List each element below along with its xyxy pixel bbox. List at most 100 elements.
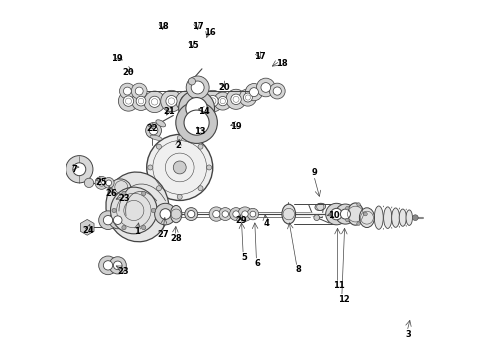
Circle shape	[144, 91, 166, 113]
Text: 4: 4	[264, 219, 270, 228]
Circle shape	[256, 78, 275, 97]
Ellipse shape	[392, 208, 399, 227]
Circle shape	[198, 186, 203, 191]
Circle shape	[198, 144, 203, 149]
Circle shape	[98, 180, 105, 186]
Text: 18: 18	[157, 22, 169, 31]
Text: 19: 19	[111, 54, 122, 63]
Ellipse shape	[399, 209, 406, 226]
Circle shape	[244, 93, 252, 102]
Text: 3: 3	[405, 330, 411, 339]
Text: 9: 9	[312, 168, 318, 177]
Circle shape	[186, 98, 207, 119]
Circle shape	[218, 96, 227, 106]
Text: 8: 8	[295, 265, 301, 274]
Circle shape	[131, 83, 147, 99]
Circle shape	[364, 212, 368, 216]
Text: 2: 2	[176, 141, 182, 150]
Circle shape	[132, 92, 150, 111]
Ellipse shape	[347, 203, 364, 225]
Circle shape	[113, 216, 122, 225]
Circle shape	[187, 90, 210, 113]
Ellipse shape	[106, 172, 169, 242]
Circle shape	[185, 208, 197, 221]
Text: 20: 20	[219, 83, 230, 92]
Circle shape	[238, 207, 252, 221]
Circle shape	[331, 208, 342, 220]
Text: 7: 7	[72, 165, 77, 174]
Circle shape	[357, 203, 360, 206]
Circle shape	[160, 209, 171, 220]
Circle shape	[181, 96, 191, 106]
Circle shape	[109, 257, 126, 274]
Circle shape	[188, 211, 195, 218]
Ellipse shape	[171, 206, 182, 223]
Circle shape	[161, 90, 182, 112]
Text: 5: 5	[242, 253, 247, 262]
Circle shape	[122, 191, 126, 195]
Circle shape	[186, 76, 209, 99]
Circle shape	[188, 78, 196, 85]
Circle shape	[73, 163, 86, 176]
Circle shape	[106, 180, 112, 186]
Circle shape	[176, 91, 196, 111]
Circle shape	[226, 89, 246, 109]
Text: 20: 20	[122, 68, 134, 77]
Circle shape	[207, 165, 212, 170]
Circle shape	[191, 81, 204, 94]
Circle shape	[142, 225, 146, 230]
Circle shape	[155, 203, 176, 225]
Text: 27: 27	[157, 230, 169, 239]
Circle shape	[120, 83, 135, 99]
Circle shape	[66, 156, 93, 183]
Circle shape	[95, 176, 108, 189]
Text: 16: 16	[204, 28, 216, 37]
Ellipse shape	[315, 203, 326, 211]
Text: 17: 17	[192, 22, 203, 31]
Ellipse shape	[384, 207, 392, 228]
Ellipse shape	[150, 135, 162, 140]
Text: 15: 15	[187, 41, 199, 50]
Circle shape	[345, 206, 349, 210]
Circle shape	[147, 134, 213, 201]
Circle shape	[242, 211, 248, 217]
Text: 25: 25	[95, 178, 107, 187]
Text: 19: 19	[230, 122, 242, 131]
Ellipse shape	[156, 120, 166, 127]
Text: 23: 23	[117, 267, 129, 276]
Circle shape	[249, 88, 258, 96]
Circle shape	[314, 215, 319, 221]
Circle shape	[209, 207, 223, 221]
Circle shape	[177, 135, 182, 140]
Circle shape	[177, 194, 182, 199]
Circle shape	[230, 208, 243, 221]
Circle shape	[119, 91, 139, 111]
Ellipse shape	[406, 210, 413, 225]
Circle shape	[357, 222, 360, 225]
Circle shape	[222, 211, 228, 217]
Circle shape	[112, 208, 116, 213]
Circle shape	[103, 261, 113, 270]
Circle shape	[151, 208, 156, 213]
Text: 26: 26	[106, 189, 118, 198]
Circle shape	[113, 261, 122, 270]
Circle shape	[335, 204, 355, 224]
Circle shape	[213, 211, 220, 218]
Circle shape	[250, 211, 256, 217]
Circle shape	[341, 209, 350, 219]
Text: 6: 6	[255, 259, 261, 268]
Circle shape	[146, 123, 161, 138]
Circle shape	[239, 89, 256, 106]
Text: 18: 18	[276, 59, 288, 68]
Circle shape	[135, 87, 143, 95]
Circle shape	[111, 187, 157, 234]
Circle shape	[122, 225, 126, 230]
Text: 22: 22	[146, 123, 158, 132]
Circle shape	[184, 110, 209, 135]
Text: 23: 23	[119, 194, 130, 203]
Circle shape	[193, 95, 204, 107]
Text: 24: 24	[82, 226, 94, 235]
Circle shape	[214, 92, 232, 110]
Circle shape	[179, 90, 215, 126]
Text: 17: 17	[253, 52, 265, 61]
